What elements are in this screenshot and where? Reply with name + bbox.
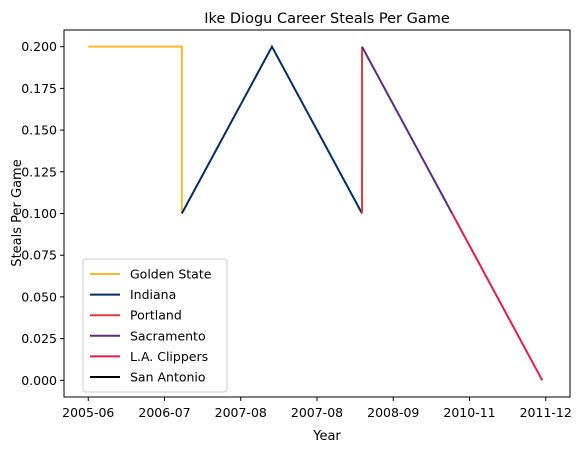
y-tick-label-5: 0.125 — [21, 164, 57, 179]
legend-box — [82, 258, 228, 393]
legend-label-5: San Antonio — [130, 370, 206, 385]
y-tick-label-8: 0.200 — [21, 39, 57, 54]
y-tick-label-1: 0.025 — [21, 331, 57, 346]
x-axis-label: Year — [312, 429, 341, 444]
legend-label-1: Indiana — [130, 287, 176, 302]
y-tick-label-2: 0.050 — [21, 289, 57, 304]
series-line-1 — [180, 44, 363, 214]
series-line-0 — [88, 45, 183, 214]
series-layer — [88, 44, 544, 381]
legend-label-0: Golden State — [130, 267, 212, 282]
x-tick-label-3: 2007-08 — [291, 405, 343, 420]
x-tick-label-4: 2008-09 — [367, 405, 419, 420]
legend-label-2: Portland — [130, 308, 182, 323]
y-tick-label-6: 0.150 — [21, 123, 57, 138]
legend: Golden State Indiana Portland Sacramento L.A… — [82, 258, 228, 393]
chart-title: Ike Diogu Career Steals Per Game — [204, 11, 450, 27]
x-tick-label-6: 2011-12 — [520, 405, 572, 420]
y-axis-label: Steals Per Game — [10, 159, 25, 266]
legend-label-3: Sacramento — [130, 328, 206, 343]
y-tick-label-4: 0.100 — [21, 206, 57, 221]
legend-label-4: L.A. Clippers — [130, 349, 208, 364]
y-tick-label-0: 0.000 — [21, 373, 57, 388]
x-tick-label-2: 2007-08 — [215, 405, 267, 420]
x-tick-label-0: 2005-06 — [62, 405, 114, 420]
x-tick-label-1: 2006-07 — [138, 405, 190, 420]
x-tick-label-5: 2010-11 — [443, 405, 495, 420]
y-tick-label-3: 0.075 — [21, 248, 57, 263]
y-axis: 0.000 0.025 0.050 0.075 0.100 0.125 0.150 0.175… — [21, 39, 64, 388]
series-line-4 — [451, 213, 544, 381]
series-line-3 — [361, 46, 454, 214]
x-axis: 2005-06 2006-07 2007-08 2007-08 2008-09 2010-… — [62, 397, 572, 420]
y-tick-label-7: 0.175 — [21, 81, 57, 96]
